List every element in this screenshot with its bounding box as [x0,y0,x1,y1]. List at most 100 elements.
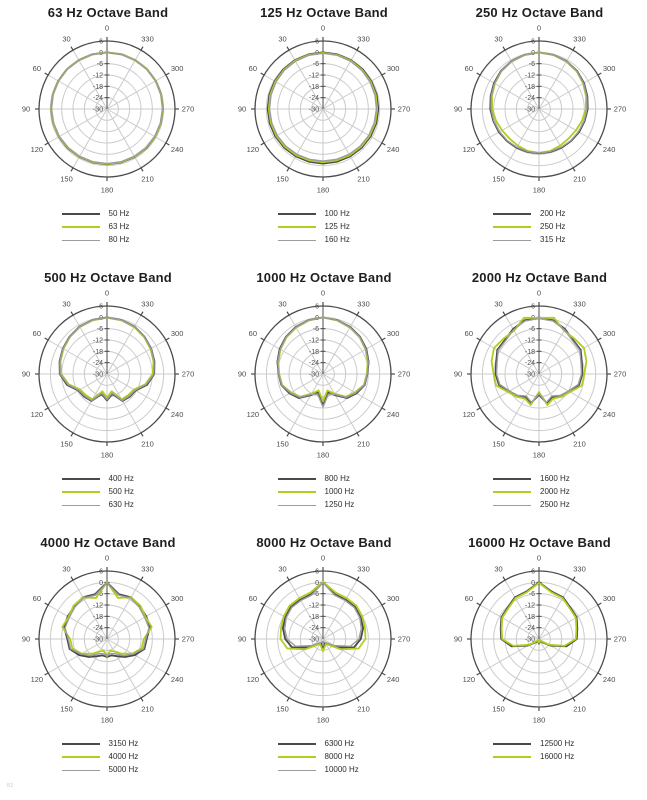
angle-label: 240 [171,145,184,154]
legend-label: 6300 Hz [324,739,355,748]
angle-label: 240 [387,145,400,154]
angle-label: 180 [317,716,330,725]
angle-tick [260,337,265,341]
angle-label: 30 [278,564,286,573]
chart-title: 500 Hz Octave Band [44,270,172,285]
legend-line-swatch [277,491,316,493]
legend-line-swatch [493,756,531,758]
legend-line-swatch [493,226,531,228]
angle-tick [572,167,576,172]
angle-label: 180 [101,186,114,195]
chart-panel-250hz: 250 Hz Octave Band 0 30 60 90 120 150 180 210 24… [432,0,647,265]
legend-line-swatch [61,504,100,506]
radial-label: -30 [93,372,103,379]
radial-label: -18 [93,349,103,356]
radial-label: -30 [525,637,535,644]
angle-label: 210 [357,440,370,449]
series-315-Hz [490,52,588,154]
chart-panel-1000hz: 1000 Hz Octave Band 0 30 60 90 120 150 180 210 2… [216,265,432,530]
chart-panel-2000hz: 2000 Hz Octave Band 0 30 60 90 120 150 180 210 2… [432,265,647,530]
chart-panel-63hz: 63 Hz Octave Band 0 30 60 90 120 150 180 210 240… [0,0,216,265]
angle-label: 240 [603,410,616,419]
angle-label: 240 [387,675,400,684]
angle-label: 180 [317,186,330,195]
angle-label: 60 [465,329,473,338]
legend-item: 500 Hz [61,487,155,497]
angle-tick [597,407,602,411]
angle-tick [597,602,602,606]
angle-tick [140,576,144,581]
angle-label: 30 [494,564,502,573]
radial-label: -30 [525,372,535,379]
legend-label: 16000 Hz [540,752,575,761]
legend-line-swatch [277,226,316,228]
angle-label: 150 [60,440,73,449]
radial-label: -24 [525,625,535,632]
angle-label: 120 [463,675,476,684]
legend-label: 500 Hz [108,487,134,496]
angle-tick [502,576,506,581]
angle-label: 210 [141,175,154,184]
angle-label: 330 [573,299,586,308]
chart-title: 4000 Hz Octave Band [40,535,176,550]
angle-label: 0 [537,289,541,298]
angle-label: 150 [492,440,505,449]
angle-tick [572,432,576,437]
angle-label: 0 [321,289,325,298]
legend-line-swatch [493,239,531,241]
radial-label: -30 [93,637,103,644]
angle-label: 270 [398,635,411,644]
angle-tick [70,697,74,702]
angle-label: 90 [238,370,246,379]
angle-tick [70,46,74,51]
series-8000-Hz [279,580,367,653]
angle-label: 60 [33,64,41,73]
angle-label: 150 [60,175,73,184]
angle-tick [597,72,602,76]
angle-label: 120 [247,145,260,154]
series-80-Hz [50,52,164,165]
polar-chart: 030609012015018021024027030033060-6-12-1… [238,289,410,460]
legend-item: 8000 Hz [277,752,371,762]
angle-tick [260,672,265,676]
series-630-Hz [59,316,155,402]
angle-tick [381,142,386,146]
legend-label: 100 Hz [324,209,350,218]
legend-item: 63 Hz [61,222,155,232]
angle-tick [572,46,576,51]
angle-label: 210 [141,705,154,714]
angle-tick [140,167,144,172]
chart-legend: 800 Hz 1000 Hz 1250 Hz [216,474,432,510]
legend-label: 1000 Hz [324,487,355,496]
angle-label: 150 [276,705,289,714]
angle-label: 300 [171,594,184,603]
angle-tick [165,672,170,676]
legend-line-swatch [61,239,100,241]
radial-label: -24 [309,95,319,102]
legend-label: 80 Hz [108,235,130,244]
legend-label: 63 Hz [108,222,130,231]
radial-label: -30 [309,107,319,114]
radial-label: -18 [309,349,319,356]
angle-label: 150 [492,175,505,184]
angle-label: 330 [573,34,586,43]
angle-label: 30 [278,34,286,43]
angle-label: 270 [182,370,195,379]
radial-label: -12 [525,73,535,80]
angle-label: 0 [321,554,325,563]
radial-label: 6 [531,569,535,576]
radial-label: -24 [93,625,103,632]
legend-item: 2500 Hz [493,500,586,510]
angle-tick [70,167,74,172]
angle-label: 90 [22,370,30,379]
radial-label: -6 [97,61,103,68]
angle-label: 60 [249,594,257,603]
angle-label: 330 [573,564,586,573]
chart-title: 125 Hz Octave Band [260,5,388,20]
angle-label: 180 [533,186,546,195]
angle-label: 270 [182,105,195,114]
angle-label: 270 [614,105,627,114]
angle-label: 0 [105,554,109,563]
angle-label: 300 [603,329,616,338]
angle-label: 330 [141,34,154,43]
